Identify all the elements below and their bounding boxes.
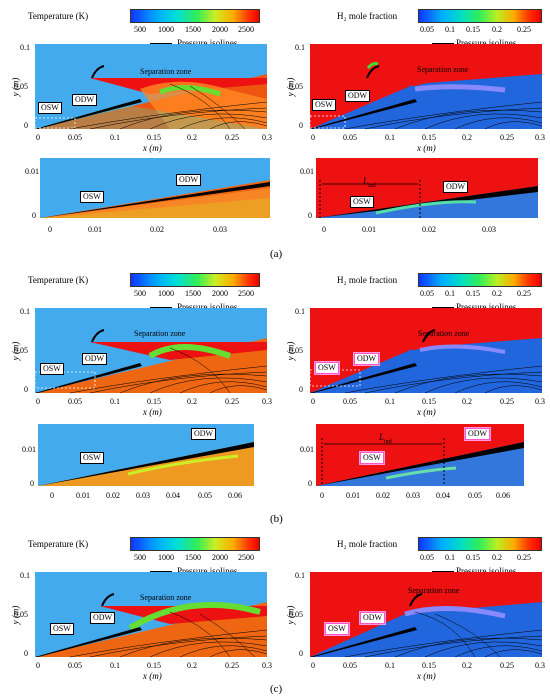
h2-legend-title: H₂ mole fraction [337,11,398,21]
pressure-legend-label: Pressure isolines [177,302,238,312]
temperature-field-c [35,572,268,658]
osw-label: OSW [50,623,74,635]
caption-c: (c) [270,683,283,695]
x-axis-label-c-left: x (m) [143,671,162,681]
pressure-isoline-swatch-right [432,571,454,572]
temperature-field-a [34,44,268,130]
ytick: 0 [24,385,28,394]
odw-label: ODW [443,181,469,193]
pressure-legend-label-right: Pressure isolines [456,566,517,576]
ytick: 0.01 [300,167,314,176]
h2-field-a [309,44,543,130]
x-axis-label-a-right: x (m) [417,143,436,153]
separation-zone-label: Separation zone [140,67,192,76]
x-axis-label-a-left: x (m) [143,143,162,153]
odw-label: ODW [82,353,108,365]
osw-label: OSW [312,99,336,111]
h2-colorbar [418,537,542,551]
osw-label: OSW [38,102,62,114]
odw-label: ODW [360,612,386,624]
separation-zone-label-right: Separation zone [418,329,470,338]
ytick: 0.1 [295,571,305,580]
ytick: 0.1 [295,43,305,52]
odw-label: ODW [191,428,217,440]
ytick: 0.05 [14,346,28,355]
ytick: 0.01 [25,167,39,176]
ytick: 0.05 [14,610,28,619]
ytick: 0 [299,121,303,130]
h2-legend-title: H₂ mole fraction [337,539,398,549]
pressure-isoline-swatch [150,571,172,572]
ytick: 0.01 [300,445,314,454]
odw-label: ODW [345,90,371,102]
x-axis-label-c-right: x (m) [417,671,436,681]
h2-inset-b [316,424,524,486]
temperature-legend-title: Temperature (K) [28,539,89,549]
odw-label: ODW [72,94,98,106]
temperature-inset-a [40,158,270,218]
ytick: 0.1 [20,571,30,580]
ytick: 0.1 [20,43,30,52]
temperature-legend-title: Temperature (K) [28,275,89,285]
x-axis-label-b-left: x (m) [143,407,162,417]
h2-field-c [310,572,543,658]
odw-label: ODW [90,612,116,624]
x-axis-label-b-right: x (m) [417,407,436,417]
ytick: 0.1 [295,307,305,316]
ytick: 0.01 [22,445,36,454]
ytick: 0 [299,385,303,394]
ytick: 0 [24,649,28,658]
odw-label: ODW [354,353,380,365]
osw-label: OSW [40,363,64,375]
pressure-isoline-swatch [150,307,172,308]
ytick: 0.1 [20,307,30,316]
separation-zone-label: Separation zone [140,593,192,602]
h2-field-b [309,308,543,394]
pressure-legend-label: Pressure isolines [177,566,238,576]
osw-label: OSW [315,362,339,374]
ytick: 0 [299,649,303,658]
osw-label: OSW [350,196,374,208]
osw-label: OSW [80,452,104,464]
osw-label: OSW [325,623,349,635]
pressure-isoline-swatch-right [432,307,454,308]
ytick: 0.05 [14,82,28,91]
ytick: 0 [30,479,34,488]
ytick: 0 [32,211,36,220]
ytick: 0 [308,211,312,220]
l-ind-label: Lind [379,432,392,445]
osw-label: OSW [360,452,384,464]
separation-zone-label-right: Separation zone [408,586,460,595]
ytick: 0.05 [289,610,303,619]
odw-label: ODW [465,428,491,440]
ytick: 0.05 [289,346,303,355]
osw-label: OSW [80,191,104,203]
ytick: 0 [308,479,312,488]
temperature-field-b [34,308,268,394]
separation-zone-label: Separation zone [134,329,186,338]
pressure-legend-label-right: Pressure isolines [456,302,517,312]
temperature-colorbar [130,273,260,287]
temperature-colorbar [130,9,260,23]
temperature-colorbar [130,537,260,551]
ytick: 0 [24,121,28,130]
h2-colorbar [418,273,542,287]
separation-zone-label-right: Separation zone [417,65,469,74]
pressure-isoline-swatch [150,43,172,44]
caption-a: (a) [270,248,283,260]
pressure-legend-label-right: Pressure isolines [456,38,517,48]
ytick: 0.05 [289,82,303,91]
pressure-legend-label: Pressure isolines [177,38,238,48]
temperature-inset-b [38,424,254,486]
temperature-legend-title: Temperature (K) [28,11,89,21]
h2-colorbar [418,9,542,23]
caption-b: (b) [270,513,283,525]
pressure-isoline-swatch-right [432,43,454,44]
odw-label: ODW [176,174,202,186]
l-ind-label: Lind [363,176,376,189]
h2-inset-a [316,158,538,218]
h2-legend-title: H₂ mole fraction [337,275,398,285]
